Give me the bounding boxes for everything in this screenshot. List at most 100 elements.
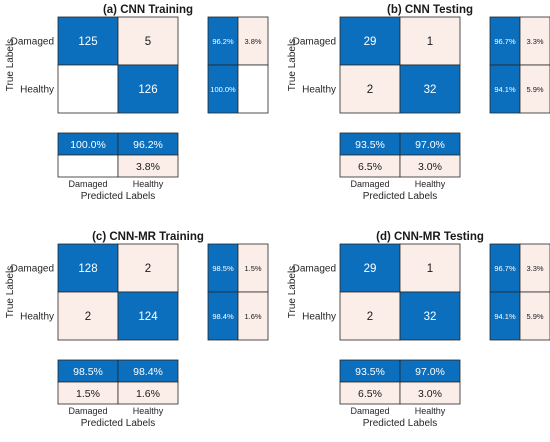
matrix-cell	[339, 64, 401, 114]
matrix-cell	[117, 291, 179, 341]
col-summary-value: 93.5%	[355, 366, 385, 378]
row-summary-value: 96.2%	[212, 37, 234, 46]
row-summary-cell	[237, 291, 269, 341]
x-axis-label: Predicted Labels	[81, 191, 156, 202]
row-summary-cell	[237, 64, 269, 114]
row-tick-label: Damaged	[293, 37, 336, 48]
row-summary-cell	[237, 243, 269, 293]
row-summary-value: 94.1%	[494, 312, 516, 321]
matrix-cell	[339, 16, 401, 66]
matrix-cell	[117, 243, 179, 293]
matrix-cell	[399, 64, 461, 114]
col-summary-value: 93.5%	[355, 139, 385, 151]
matrix-cell	[57, 291, 119, 341]
matrix-cell	[399, 243, 461, 293]
row-summary-cell	[207, 64, 239, 114]
col-summary-cell	[57, 154, 119, 178]
col-summary-cell	[399, 381, 461, 405]
matrix-cell-value: 2	[145, 263, 151, 275]
col-summary-value: 3.8%	[136, 161, 160, 173]
col-summary-value: 3.0%	[418, 388, 442, 400]
col-tick-label: Damaged	[68, 406, 107, 416]
matrix-cell	[117, 64, 179, 114]
matrix-cell-value: 32	[424, 84, 437, 96]
matrix-cell-value: 32	[424, 311, 437, 323]
matrix-cell	[399, 291, 461, 341]
col-summary-value: 97.0%	[415, 139, 445, 151]
row-summary-cell	[489, 243, 521, 293]
row-summary-value: 5.9%	[526, 312, 543, 321]
row-summary-value: 1.5%	[244, 264, 261, 273]
col-summary-value: 96.2%	[133, 139, 163, 151]
col-summary-cell	[117, 381, 179, 405]
row-summary-value: 3.3%	[526, 264, 543, 273]
matrix-cell-value: 1	[427, 263, 433, 275]
matrix-cell-value: 125	[78, 36, 97, 48]
row-summary-value: 98.5%	[212, 264, 234, 273]
col-tick-label: Healthy	[133, 406, 164, 416]
col-tick-label: Damaged	[350, 406, 389, 416]
col-summary-value: 97.0%	[415, 366, 445, 378]
matrix-cell-value: 5	[145, 36, 151, 48]
chart-title: (a) CNN Training	[103, 4, 193, 16]
row-summary-cell	[489, 16, 521, 66]
row-summary-value: 100.0%	[210, 85, 236, 94]
row-summary-cell	[519, 291, 550, 341]
row-summary-value: 3.8%	[244, 37, 261, 46]
row-tick-label: Damaged	[11, 37, 54, 48]
row-tick-label: Healthy	[20, 312, 54, 323]
col-summary-cell	[399, 154, 461, 178]
matrix-cell-value: 29	[364, 36, 377, 48]
chart-title: (b) CNN Testing	[387, 4, 473, 16]
matrix-cell	[57, 243, 119, 293]
row-summary-value: 3.3%	[526, 37, 543, 46]
x-axis-label: Predicted Labels	[81, 418, 156, 429]
col-summary-value: 3.0%	[418, 161, 442, 173]
matrix-cell-value: 1	[427, 36, 433, 48]
row-tick-label: Damaged	[293, 264, 336, 275]
matrix-cell	[117, 16, 179, 66]
col-tick-label: Healthy	[415, 406, 446, 416]
chart-title: (d) CNN-MR Testing	[376, 231, 484, 243]
col-tick-label: Damaged	[350, 179, 389, 189]
row-summary-value: 98.4%	[212, 312, 234, 321]
col-summary-value: 1.6%	[136, 388, 160, 400]
matrix-cell-value: 2	[367, 84, 373, 96]
chart-title: (c) CNN-MR Training	[92, 231, 204, 243]
x-axis-label: Predicted Labels	[363, 191, 438, 202]
row-summary-value: 94.1%	[494, 85, 516, 94]
row-summary-value: 5.9%	[526, 85, 543, 94]
matrix-cell-value: 124	[138, 311, 158, 323]
col-summary-value: 98.5%	[73, 366, 103, 378]
row-tick-label: Healthy	[20, 85, 54, 96]
y-axis-label: True Labels	[287, 266, 298, 318]
matrix-cell	[399, 16, 461, 66]
col-summary-value: 100.0%	[70, 139, 106, 151]
row-tick-label: Damaged	[11, 264, 54, 275]
col-tick-label: Damaged	[68, 179, 107, 189]
matrix-cell-value: 2	[85, 311, 91, 323]
col-summary-cell	[117, 154, 179, 178]
col-summary-value: 6.5%	[358, 161, 382, 173]
y-axis-label: True Labels	[287, 39, 298, 91]
row-tick-label: Healthy	[302, 85, 336, 96]
col-tick-label: Healthy	[133, 179, 164, 189]
col-summary-value: 6.5%	[358, 388, 382, 400]
y-axis-label: True Labels	[5, 39, 16, 91]
row-summary-cell	[207, 291, 239, 341]
row-summary-value: 96.7%	[494, 264, 516, 273]
col-summary-value: 1.5%	[76, 388, 100, 400]
x-axis-label: Predicted Labels	[363, 418, 438, 429]
matrix-cell-value: 128	[78, 263, 97, 275]
row-summary-value: 96.7%	[494, 37, 516, 46]
matrix-cell-value: 126	[138, 84, 157, 96]
col-tick-label: Healthy	[415, 179, 446, 189]
matrix-cell	[339, 291, 401, 341]
matrix-cell-value: 29	[364, 263, 377, 275]
matrix-cell-value: 2	[367, 311, 373, 323]
y-axis-label: True Labels	[5, 266, 16, 318]
